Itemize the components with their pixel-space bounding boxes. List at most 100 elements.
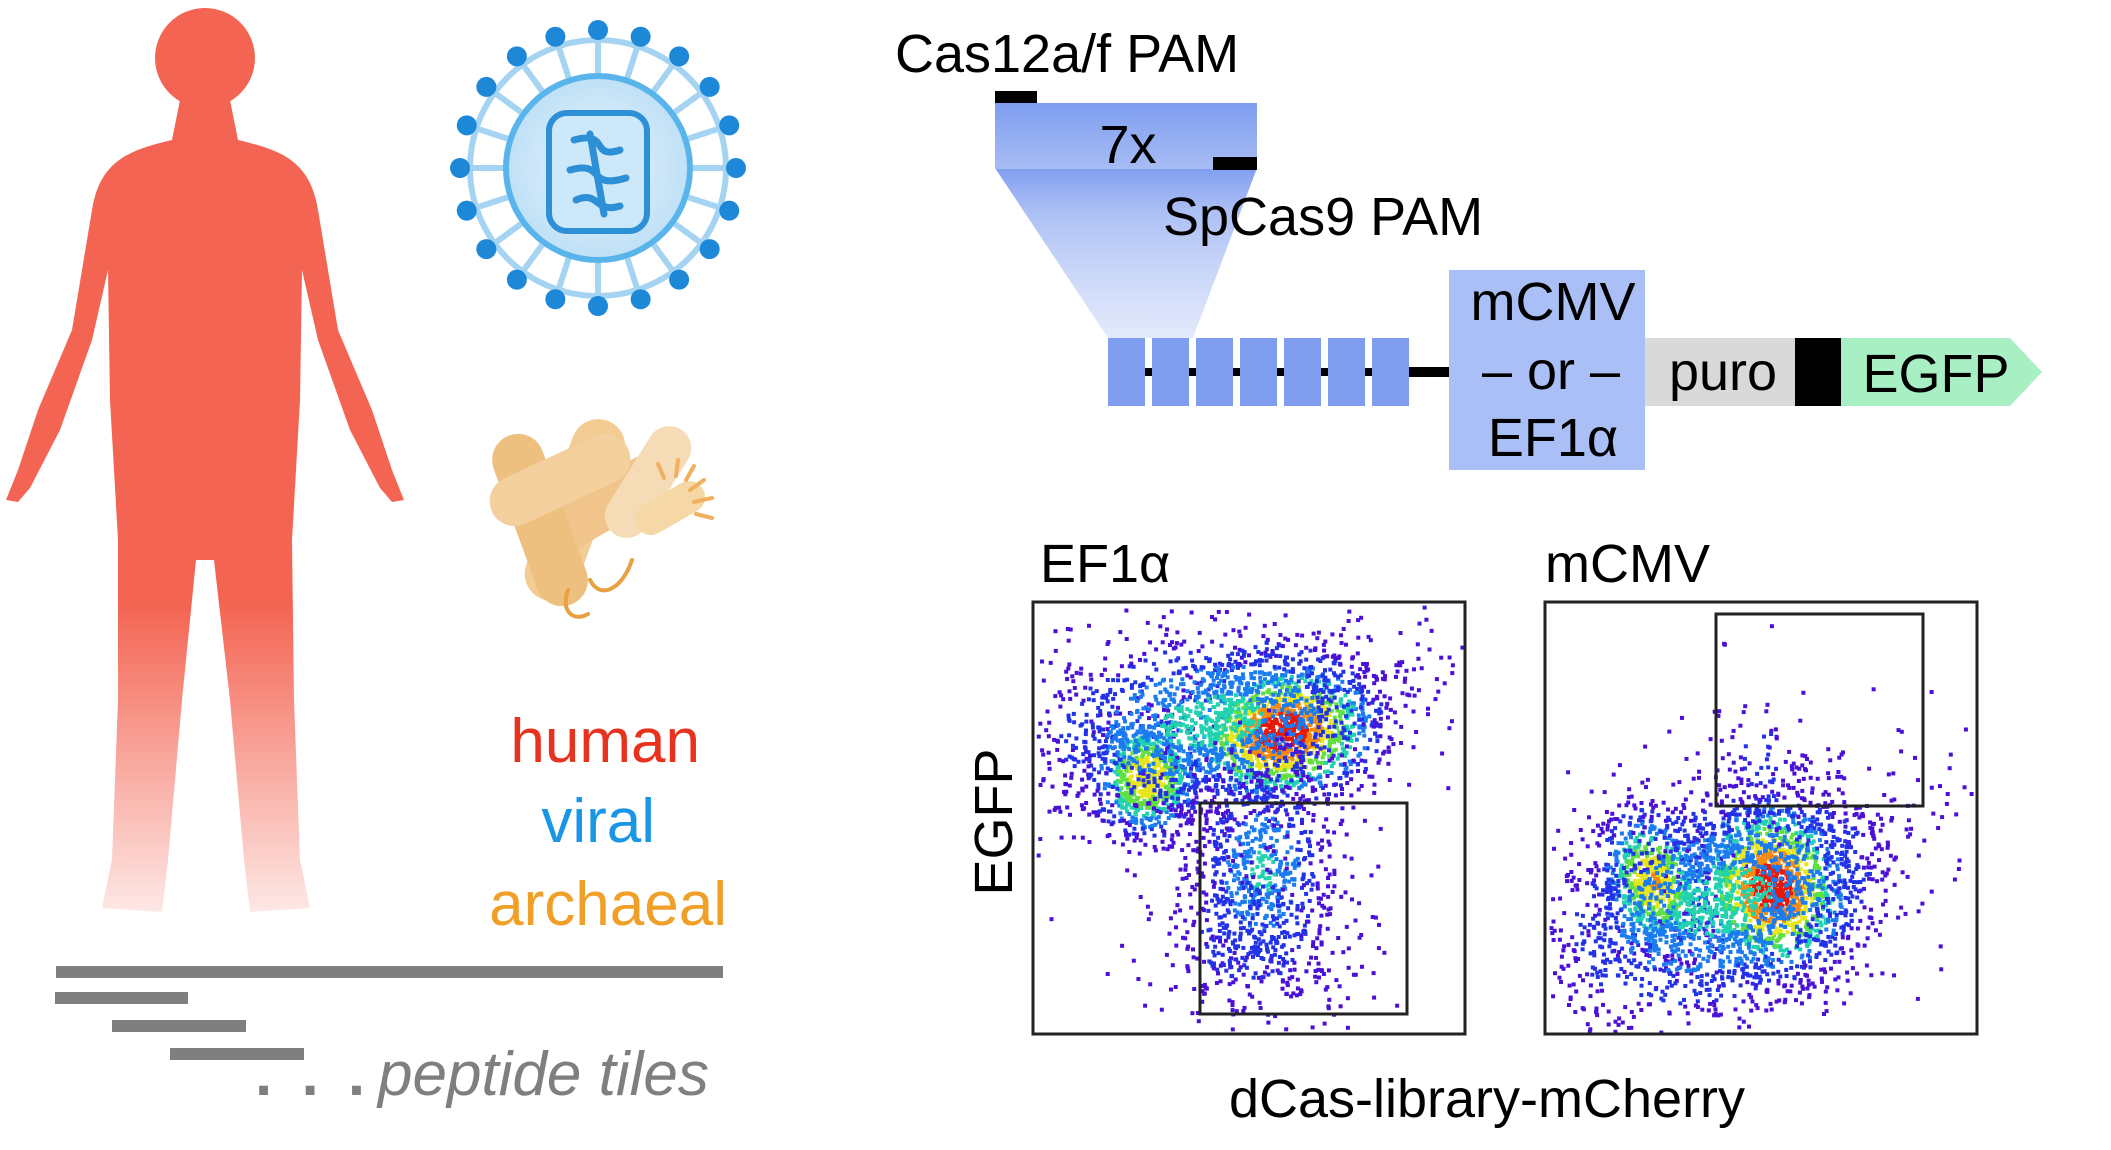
flow-event-dot xyxy=(1181,695,1186,700)
flow-event-dot xyxy=(1346,736,1350,741)
flow-event-dot xyxy=(1193,789,1198,794)
flow-event-dot xyxy=(1095,788,1100,793)
flow-event-dot xyxy=(1254,725,1259,730)
flow-event-dot xyxy=(1334,705,1339,710)
flow-event-dot xyxy=(1320,739,1324,744)
flow-event-dot xyxy=(1283,721,1288,726)
flow-event-dot xyxy=(1209,673,1214,678)
flow-event-dot xyxy=(1241,925,1246,930)
flow-event-dot xyxy=(1218,939,1222,944)
flow-event-dot xyxy=(1313,735,1318,740)
flow-event-dot xyxy=(1382,677,1387,682)
flow-event-dot xyxy=(1242,716,1247,721)
flow-event-dot xyxy=(1224,810,1228,815)
flow-event-dot xyxy=(1313,648,1317,652)
flow-event-dot xyxy=(1605,838,1610,842)
flow-event-dot xyxy=(1115,738,1120,743)
flow-event-dot xyxy=(1660,911,1665,915)
flow-event-dot xyxy=(1122,755,1127,760)
flow-event-dot xyxy=(1166,805,1171,810)
flow-event-dot xyxy=(1376,864,1381,869)
flow-event-dot xyxy=(1666,866,1671,870)
flow-event-dot xyxy=(1212,690,1217,695)
flow-event-dot xyxy=(1103,739,1108,744)
flow-event-dot xyxy=(1115,793,1120,798)
flow-event-dot xyxy=(1249,729,1254,734)
flow-event-dot xyxy=(1177,893,1182,897)
flow-event-dot xyxy=(1364,662,1369,666)
flow-event-dot xyxy=(1297,661,1302,666)
flow-event-dot xyxy=(1252,713,1257,718)
flow-event-dot xyxy=(1293,858,1298,863)
flow-event-dot xyxy=(1195,744,1200,749)
flow-event-dot xyxy=(1118,779,1123,784)
flow-event-dot xyxy=(1285,662,1290,667)
flow-event-dot xyxy=(1153,822,1158,827)
flow-event-dot xyxy=(1195,956,1200,961)
flow-event-dot xyxy=(1183,867,1188,872)
flow-event-dot xyxy=(1214,893,1219,898)
flow-event-dot xyxy=(1232,878,1236,883)
flow-event-dot xyxy=(1105,678,1110,682)
flow-event-dot xyxy=(1290,767,1295,772)
flow-event-dot xyxy=(1193,743,1198,748)
flow-event-dot xyxy=(1241,742,1246,747)
flow-event-dot xyxy=(1627,822,1632,827)
flow-event-dot xyxy=(1320,698,1325,703)
flow-event-dot xyxy=(1251,899,1256,904)
flow-event-dot xyxy=(1122,747,1127,752)
flow-event-dot xyxy=(1268,870,1273,875)
flow-event-dot xyxy=(1247,705,1252,710)
flow-event-dot xyxy=(1156,755,1161,759)
flow-event-dot xyxy=(1164,725,1169,730)
flow-event-dot xyxy=(1146,752,1151,757)
flow-event-dot xyxy=(1180,677,1185,682)
flow-event-dot xyxy=(1218,842,1223,847)
flow-event-dot xyxy=(1224,752,1229,757)
flow-event-dot xyxy=(1225,669,1230,674)
flow-event-dot xyxy=(1327,725,1332,730)
flow-event-dot xyxy=(1152,741,1157,746)
flow-event-dot xyxy=(1330,950,1335,955)
flow-event-dot xyxy=(1313,732,1318,737)
flow-event-dot xyxy=(1323,675,1328,680)
flow-event-dot xyxy=(1407,782,1412,787)
flow-event-dot xyxy=(1205,692,1210,697)
flow-event-dot xyxy=(1250,697,1255,702)
flow-event-dot xyxy=(1323,783,1328,788)
flow-event-dot xyxy=(1670,903,1675,908)
flow-event-dot xyxy=(1278,633,1283,637)
flow-event-dot xyxy=(1131,733,1136,738)
flow-event-dot xyxy=(1128,769,1133,774)
flow-event-dot xyxy=(1300,752,1305,757)
flow-event-dot xyxy=(1173,910,1178,915)
flow-event-dot xyxy=(1168,691,1172,696)
flow-event-dot xyxy=(1639,916,1644,921)
flow-event-dot xyxy=(1367,714,1372,719)
flow-event-dot xyxy=(1106,819,1111,824)
flow-event-dot xyxy=(1082,768,1087,773)
flow-event-dot xyxy=(1356,618,1361,623)
flow-event-dot xyxy=(1167,703,1172,707)
flow-event-dot xyxy=(1661,892,1666,897)
flow-event-dot xyxy=(1274,653,1279,658)
flow-event-dot xyxy=(1207,743,1212,748)
flow-event-dot xyxy=(1193,762,1198,767)
source-label-archaeal: archaeal xyxy=(489,870,727,939)
flow-event-dot xyxy=(1662,876,1667,881)
flow-event-dot xyxy=(1618,867,1623,872)
flow-event-dot xyxy=(1084,784,1089,789)
flow-event-dot xyxy=(1312,690,1317,695)
flow-event-dot xyxy=(1265,946,1270,951)
flow-event-dot xyxy=(1273,786,1278,791)
flow-event-dot xyxy=(1319,760,1324,765)
flow-event-dot xyxy=(1114,783,1119,788)
flow-event-dot xyxy=(1382,749,1387,754)
flow-event-dot xyxy=(1280,708,1285,712)
flow-event-dot xyxy=(1317,773,1322,777)
flow-event-dot xyxy=(1265,805,1270,810)
flow-event-dot xyxy=(1305,774,1310,779)
flow-event-dot xyxy=(1219,699,1224,704)
flow-event-dot xyxy=(1215,695,1220,700)
flow-event-dot xyxy=(1299,693,1304,698)
